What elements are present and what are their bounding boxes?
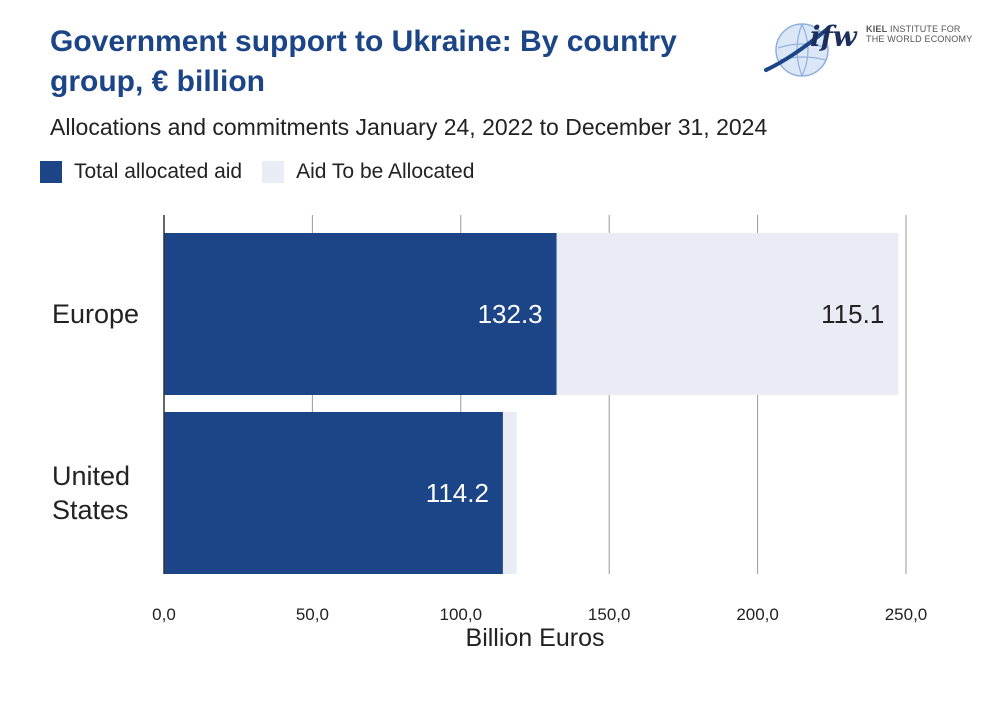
x-tick-label: 100,0 xyxy=(440,605,483,624)
x-tick-label: 0,0 xyxy=(152,605,176,624)
legend-swatch-allocated xyxy=(40,161,62,183)
legend-item-allocated: Total allocated aid xyxy=(40,160,242,184)
logo-text: KIEL INSTITUTE FOR THE WORLD ECONOMY xyxy=(866,24,973,44)
legend-label-to-be-allocated: Aid To be Allocated xyxy=(296,160,475,183)
legend-item-to-be-allocated: Aid To be Allocated xyxy=(262,160,474,184)
x-axis-label: Billion Euros xyxy=(466,624,605,652)
bar xyxy=(502,412,517,574)
chart-subtitle: Allocations and commitments January 24, … xyxy=(50,114,768,140)
bar xyxy=(164,233,557,395)
category-label: Europe xyxy=(52,299,139,329)
bar xyxy=(556,233,899,395)
x-tick-label: 50,0 xyxy=(296,605,329,624)
chart-legend: Total allocated aid Aid To be Allocated xyxy=(40,160,494,184)
logo-mark: ifw xyxy=(810,20,857,53)
category-label: United xyxy=(52,461,130,491)
x-tick-label: 150,0 xyxy=(588,605,631,624)
bar xyxy=(164,412,503,574)
data-label: 115.1 xyxy=(821,299,884,329)
chart-title: Government support to Ukraine: By countr… xyxy=(50,25,677,98)
data-label: 114.2 xyxy=(426,478,489,508)
bar-chart: 132.3 115.1 Europe 114.2 United States 0,0 50,0… xyxy=(52,215,928,652)
data-label: 132.3 xyxy=(478,299,543,329)
globe-icon xyxy=(764,23,829,77)
category-label: States xyxy=(52,495,129,525)
legend-swatch-to-be-allocated xyxy=(262,161,285,183)
x-tick-label: 250,0 xyxy=(885,605,928,624)
legend-label-allocated: Total allocated aid xyxy=(74,160,243,183)
kiel-institute-logo: ifw KIEL INSTITUTE FOR THE WORLD ECONOMY xyxy=(762,10,972,85)
x-tick-label: 200,0 xyxy=(736,605,779,624)
